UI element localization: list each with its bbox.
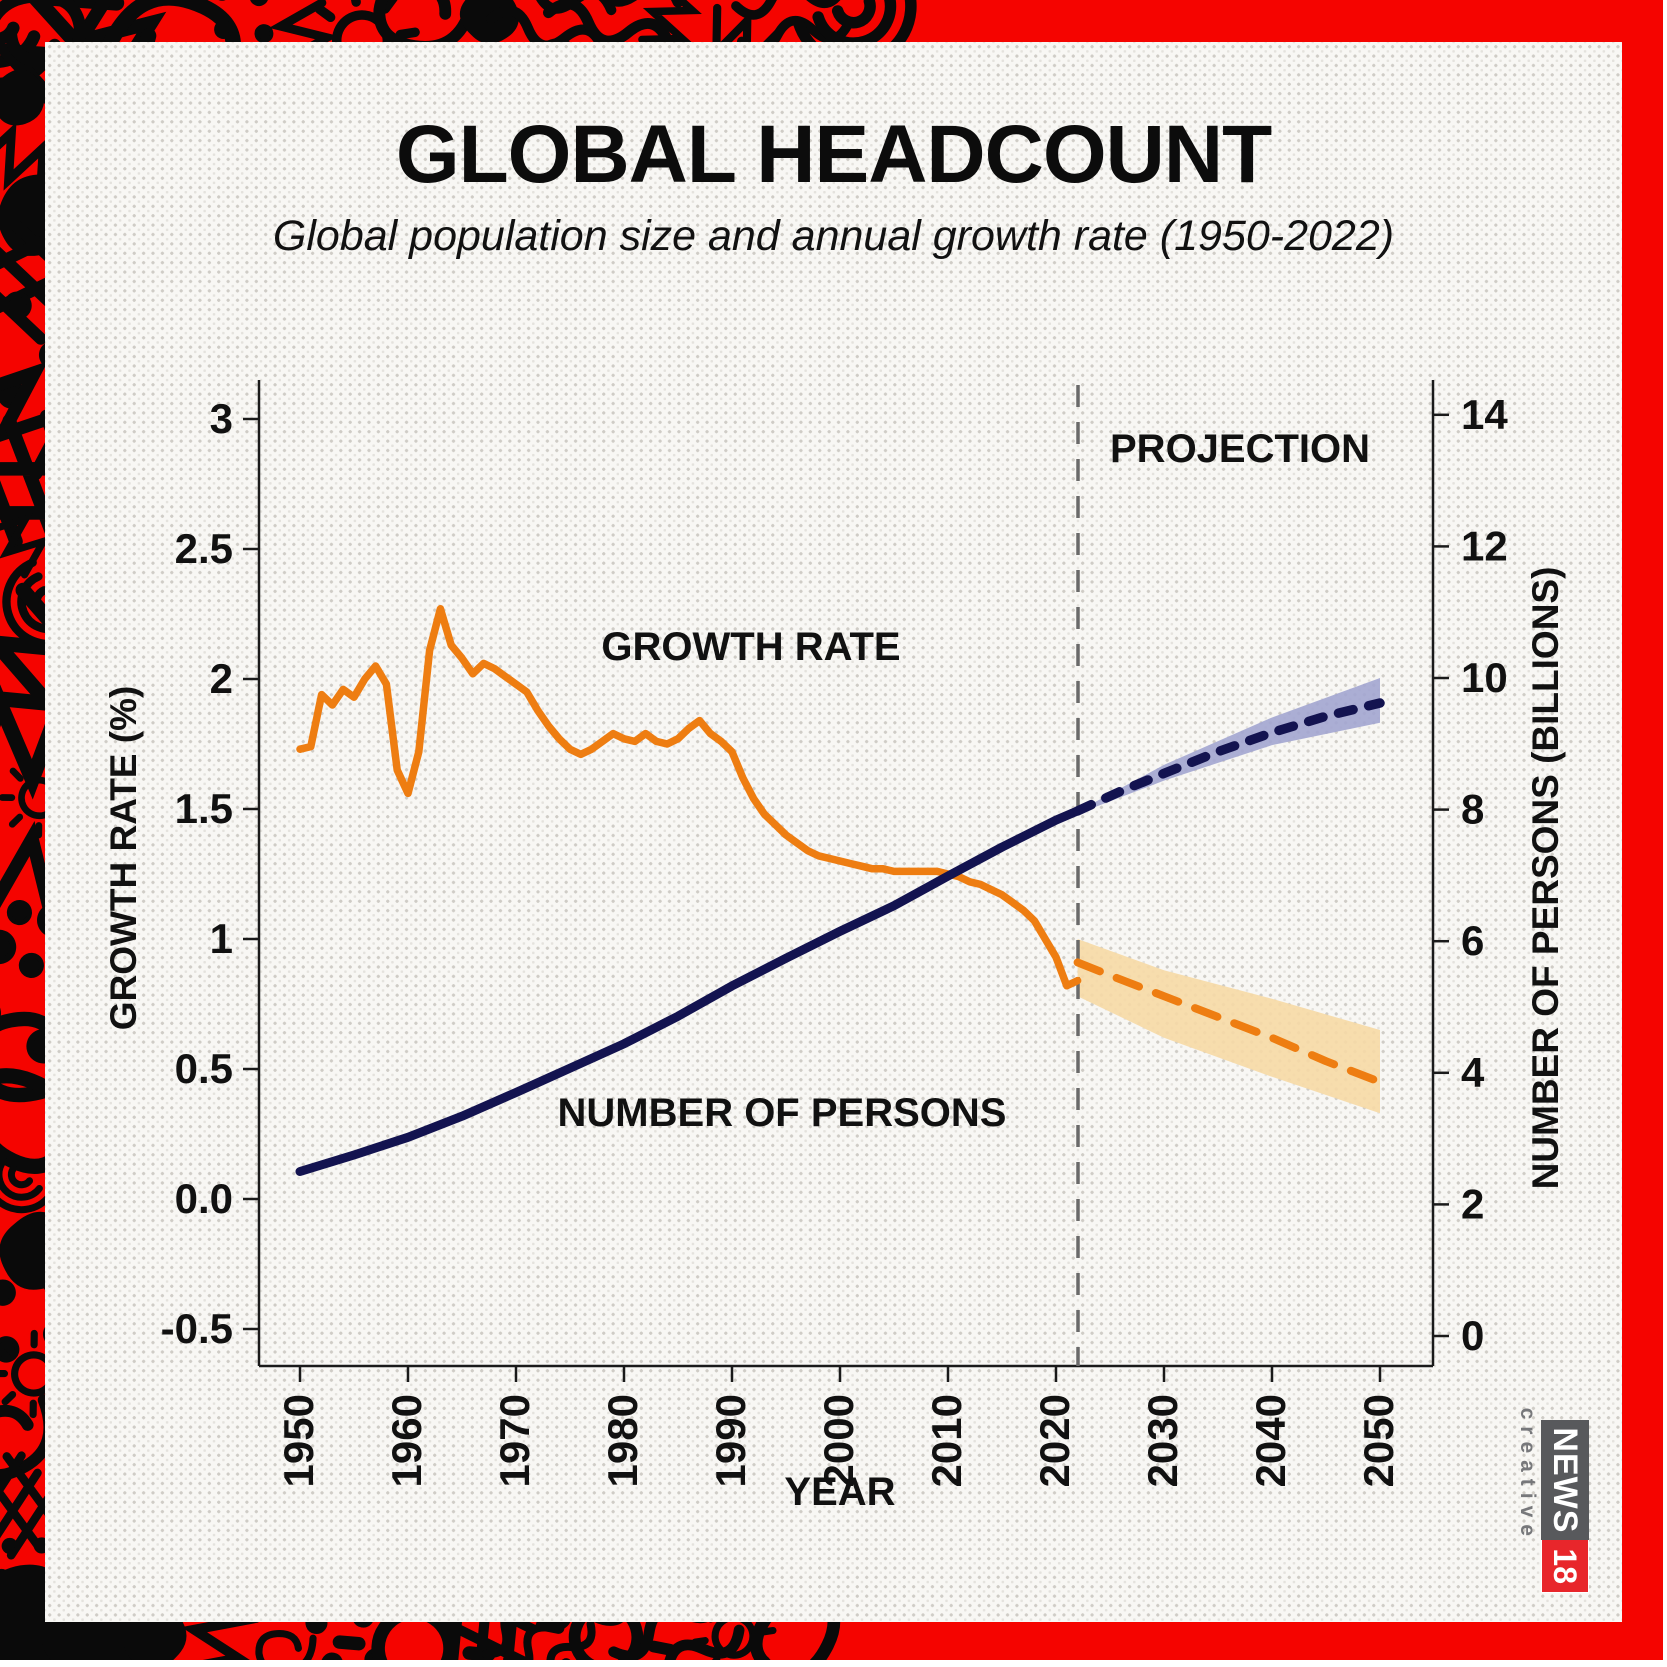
left-axis-tick-label: 0.5 <box>175 1045 233 1092</box>
doodle-shape <box>0 0 87 69</box>
right-axis-tick-label: 8 <box>1461 786 1484 833</box>
population-projection-line <box>1072 698 1385 816</box>
doodle-shape <box>0 122 49 200</box>
right-axis-tick-label: 14 <box>1461 391 1508 438</box>
tick-labels: 3 2.5 2 1.5 1 0.5 0.0 -0.5 14 12 10 8 6 4 2 0 1950 1960 19… <box>161 391 1509 1488</box>
x-axis-tick-label: 1950 <box>275 1394 322 1487</box>
doodle-shape <box>212 0 274 68</box>
doodle-shape <box>0 69 45 126</box>
x-axis-tick-label: 2000 <box>815 1394 862 1487</box>
x-axis-tick-label: 1970 <box>491 1394 538 1487</box>
doodle-shape <box>638 0 702 44</box>
left-axis-title: GROWTH RATE (%) <box>103 686 144 1031</box>
x-axis-tick-label: 2040 <box>1247 1394 1294 1487</box>
x-axis-tick-label: 2050 <box>1355 1394 1402 1487</box>
left-axis-tick-label: 2.5 <box>175 525 233 572</box>
news18-creative-logo: NEWS 18 creative <box>1511 1403 1589 1593</box>
projection-label: PROJECTION <box>1110 427 1370 471</box>
news18-logo-news: NEWS <box>1541 1420 1589 1541</box>
left-axis-tick-label: 1.5 <box>175 785 233 832</box>
series-lines <box>295 605 1385 1176</box>
growth-rate-projection-line <box>1073 958 1384 1086</box>
page-subtitle: Global population size and annual growth… <box>272 212 1395 260</box>
left-axis-tick-label: 1 <box>210 915 233 962</box>
news18-logo-boxes: NEWS 18 <box>1541 1403 1589 1593</box>
x-axis-tick-label: 1980 <box>599 1394 646 1487</box>
doodle-shape <box>0 1451 59 1560</box>
plot-axes <box>243 380 1449 1382</box>
left-axis-tick-label: 0.0 <box>175 1175 233 1222</box>
x-axis-tick-label: 2010 <box>923 1394 970 1487</box>
news18-logo-creative: creative <box>1516 1407 1539 1543</box>
population-line <box>295 806 1083 1176</box>
content-panel <box>45 42 1622 1622</box>
right-axis-tick-label: 6 <box>1461 917 1484 964</box>
doodle-shape <box>255 1630 317 1660</box>
doodle-shape <box>0 513 51 579</box>
growth-rate-series-label: GROWTH RATE <box>601 625 900 669</box>
doodle-shape <box>373 0 479 53</box>
x-axis-tick-label: 2020 <box>1031 1394 1078 1487</box>
right-axis-tick-label: 4 <box>1461 1049 1485 1096</box>
doodle-shape <box>0 1149 53 1214</box>
right-axis-tick-label: 10 <box>1461 654 1508 701</box>
left-axis-tick-label: -0.5 <box>161 1305 233 1352</box>
page-title: GLOBAL HEADCOUNT <box>395 109 1272 200</box>
doodle-shape <box>0 1394 56 1482</box>
growth-rate-projection-band <box>1077 939 1380 1114</box>
right-axis-tick-label: 12 <box>1461 522 1508 569</box>
right-axis-tick-label: 0 <box>1461 1312 1484 1359</box>
number-of-persons-series-label: NUMBER OF PERSONS <box>558 1091 1007 1135</box>
right-axis-title: NUMBER OF PERSONS (BILLIONS) <box>1525 567 1566 1190</box>
x-axis-tick-label: 2030 <box>1139 1394 1186 1487</box>
x-axis-tick-label: 1990 <box>707 1394 754 1487</box>
x-axis-tick-label: 1960 <box>383 1394 430 1487</box>
news18-logo-18: 18 <box>1541 1540 1589 1593</box>
doodle-shape <box>0 813 56 918</box>
x-axis-title: YEAR <box>784 1470 895 1514</box>
left-axis-tick-label: 2 <box>210 655 233 702</box>
right-axis-tick-label: 2 <box>1461 1180 1484 1227</box>
left-axis-tick-label: 3 <box>210 395 233 442</box>
